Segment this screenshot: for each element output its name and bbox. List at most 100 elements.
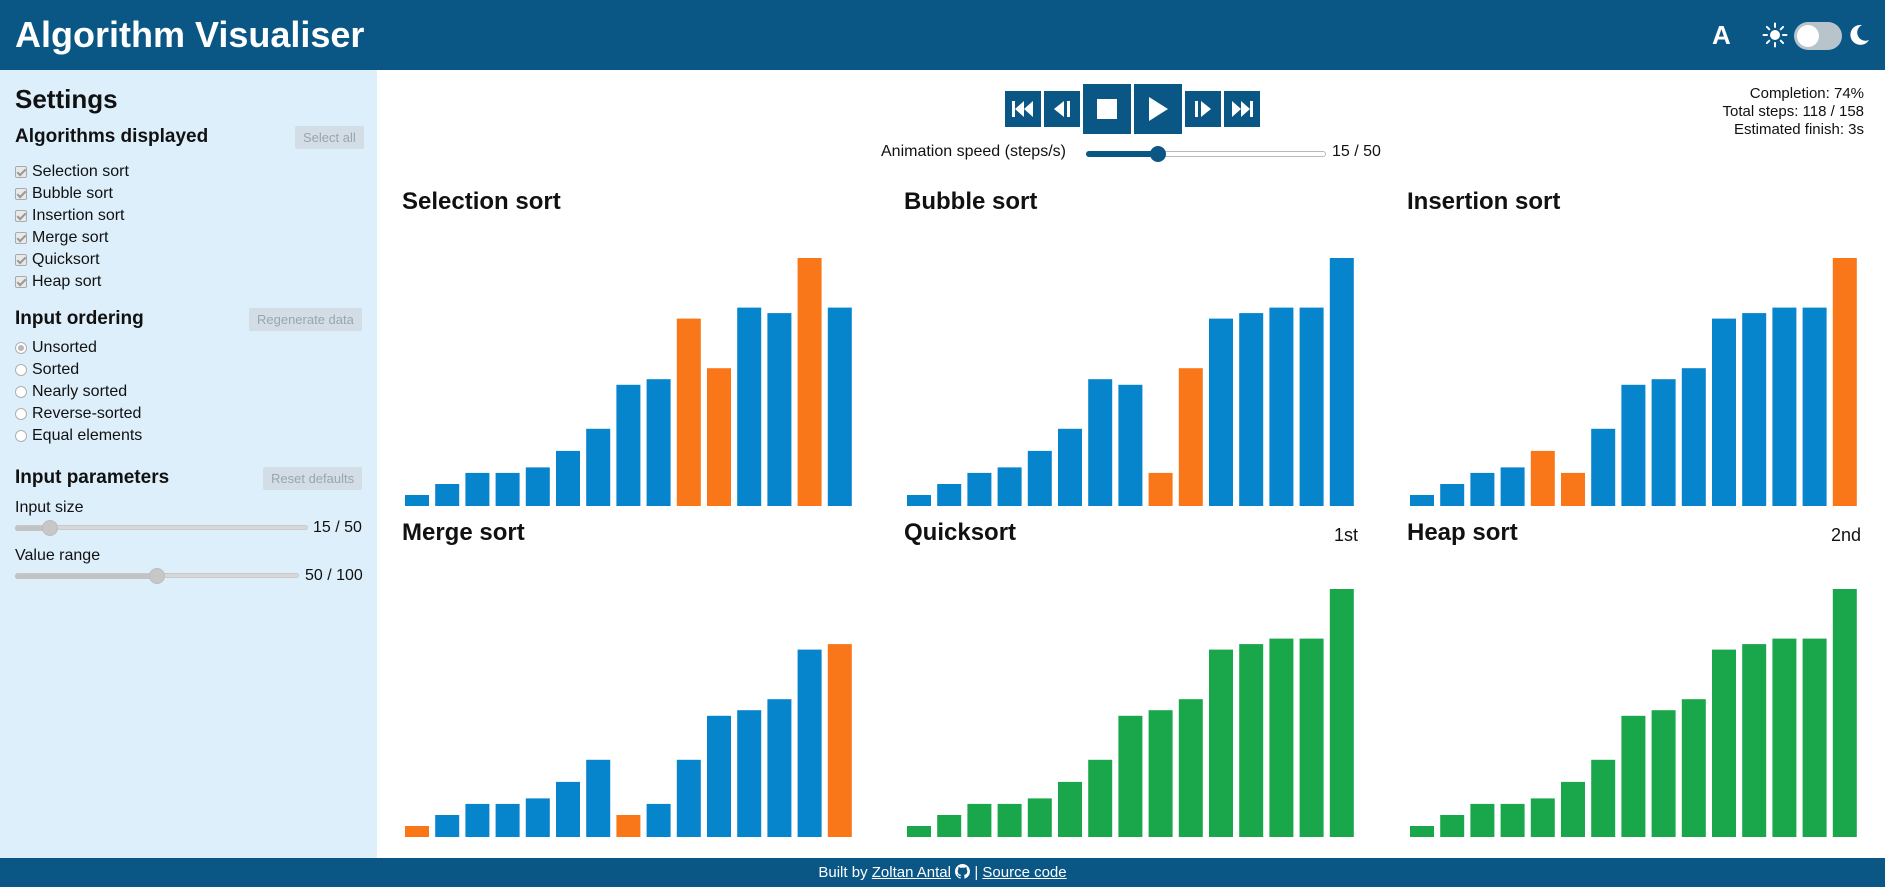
ordering-radio[interactable] xyxy=(15,342,27,354)
bar xyxy=(646,379,671,506)
algorithm-option[interactable]: Merge sort xyxy=(15,228,108,248)
bar xyxy=(1410,826,1434,837)
bar xyxy=(1591,428,1616,506)
ordering-radio[interactable] xyxy=(15,408,27,420)
author-link[interactable]: Zoltan Antal xyxy=(871,864,951,881)
bar xyxy=(737,710,762,837)
ordering-option[interactable]: Nearly sorted xyxy=(15,382,127,402)
ordering-radio[interactable] xyxy=(15,430,27,442)
bar xyxy=(997,467,1022,506)
bar xyxy=(1410,495,1434,506)
github-icon[interactable] xyxy=(955,864,971,879)
value-range-fill xyxy=(15,574,157,579)
algorithm-checkbox[interactable] xyxy=(15,232,27,244)
chart-panel-quicksort: Quicksort 1st xyxy=(904,519,1364,839)
skip-to-end-icon xyxy=(1232,101,1253,117)
theme-switch[interactable] xyxy=(1794,22,1842,50)
chart-title: Bubble sort xyxy=(904,188,1038,215)
algorithm-option-label: Selection sort xyxy=(32,163,129,180)
chart-rank: 1st xyxy=(1333,525,1358,545)
bar xyxy=(1299,307,1324,506)
algorithm-option-label: Bubble sort xyxy=(32,185,113,202)
algorithm-checkbox[interactable] xyxy=(15,210,27,222)
algorithm-checkbox[interactable] xyxy=(15,254,27,266)
algorithm-checkbox[interactable] xyxy=(15,188,27,200)
bar xyxy=(707,715,731,837)
font-size-toggle[interactable]: A xyxy=(1712,20,1731,50)
algorithm-option[interactable]: Quicksort xyxy=(15,250,100,270)
theme-switch-knob xyxy=(1797,25,1819,47)
select-all-button[interactable]: Select all xyxy=(295,126,364,149)
bar xyxy=(646,803,671,837)
bar xyxy=(1239,644,1264,837)
chart-panel-merge-sort: Merge sort xyxy=(402,519,862,839)
bar xyxy=(1027,450,1052,506)
algorithm-checkbox[interactable] xyxy=(15,166,27,178)
bar xyxy=(616,384,641,506)
algorithm-option-label: Merge sort xyxy=(32,229,109,246)
ordering-option-label: Sorted xyxy=(32,361,80,378)
step-back-button[interactable] xyxy=(1044,91,1080,127)
bar xyxy=(1027,798,1052,837)
regenerate-data-button[interactable]: Regenerate data xyxy=(249,308,362,331)
input-size-thumb[interactable] xyxy=(42,520,59,536)
algorithm-option[interactable]: Heap sort xyxy=(15,272,101,292)
bar xyxy=(405,826,429,837)
bar xyxy=(1530,450,1555,506)
ordering-option[interactable]: Sorted xyxy=(15,360,79,380)
bar xyxy=(767,699,792,837)
bar xyxy=(586,428,611,506)
bar xyxy=(1651,710,1676,837)
bar xyxy=(967,803,992,837)
ordering-option[interactable]: Reverse-sorted xyxy=(15,404,141,424)
bar xyxy=(556,450,580,506)
bar xyxy=(556,781,580,837)
bar xyxy=(1561,472,1585,506)
algorithm-option-label: Heap sort xyxy=(32,273,102,290)
bar xyxy=(495,803,520,837)
value-range-label: Value range xyxy=(15,547,101,564)
ordering-section-title: Input ordering xyxy=(15,308,144,329)
bar xyxy=(767,313,792,506)
ordering-option[interactable]: Equal elements xyxy=(15,426,142,446)
chart-panel-bubble-sort: Bubble sort xyxy=(904,188,1364,508)
reset-defaults-button[interactable]: Reset defaults xyxy=(263,467,363,490)
value-range-thumb[interactable] xyxy=(149,568,165,584)
bar xyxy=(1148,472,1173,506)
bar xyxy=(1058,428,1082,506)
ordering-radio[interactable] xyxy=(15,364,27,376)
algorithm-option[interactable]: Bubble sort xyxy=(15,184,113,204)
bar xyxy=(616,815,641,837)
speed-thumb[interactable] xyxy=(1150,146,1166,162)
bar xyxy=(1832,589,1857,837)
bar xyxy=(1802,638,1827,837)
bar xyxy=(435,484,460,506)
stop-button[interactable] xyxy=(1083,84,1131,134)
ordering-option[interactable]: Unsorted xyxy=(15,338,97,358)
jump-end-button[interactable] xyxy=(1224,91,1260,127)
bar xyxy=(1088,379,1113,506)
jump-start-button[interactable] xyxy=(1005,91,1041,127)
step-forward-icon xyxy=(1195,101,1211,117)
algorithm-option-label: Insertion sort xyxy=(32,207,125,224)
source-code-link[interactable]: Source code xyxy=(982,864,1067,881)
bar xyxy=(435,815,460,837)
bar xyxy=(967,472,992,506)
theme-toggle[interactable] xyxy=(1762,20,1872,50)
algorithm-checkbox[interactable] xyxy=(15,276,27,288)
settings-title: Settings xyxy=(15,84,118,114)
play-button[interactable] xyxy=(1134,84,1182,134)
bar xyxy=(405,495,429,506)
bar xyxy=(525,467,550,506)
chart-panel-heap-sort: Heap sort 2nd xyxy=(1407,519,1867,839)
bar xyxy=(1742,313,1767,506)
ordering-radio[interactable] xyxy=(15,386,27,398)
step-forward-button[interactable] xyxy=(1185,91,1221,127)
bar-chart-bubble-sort xyxy=(907,258,1354,506)
parameters-section-title: Input parameters xyxy=(15,467,170,488)
bar xyxy=(1802,307,1827,506)
bar xyxy=(1148,710,1173,837)
algorithm-option[interactable]: Selection sort xyxy=(15,162,129,182)
bar xyxy=(1591,759,1616,837)
algorithm-option[interactable]: Insertion sort xyxy=(15,206,124,226)
